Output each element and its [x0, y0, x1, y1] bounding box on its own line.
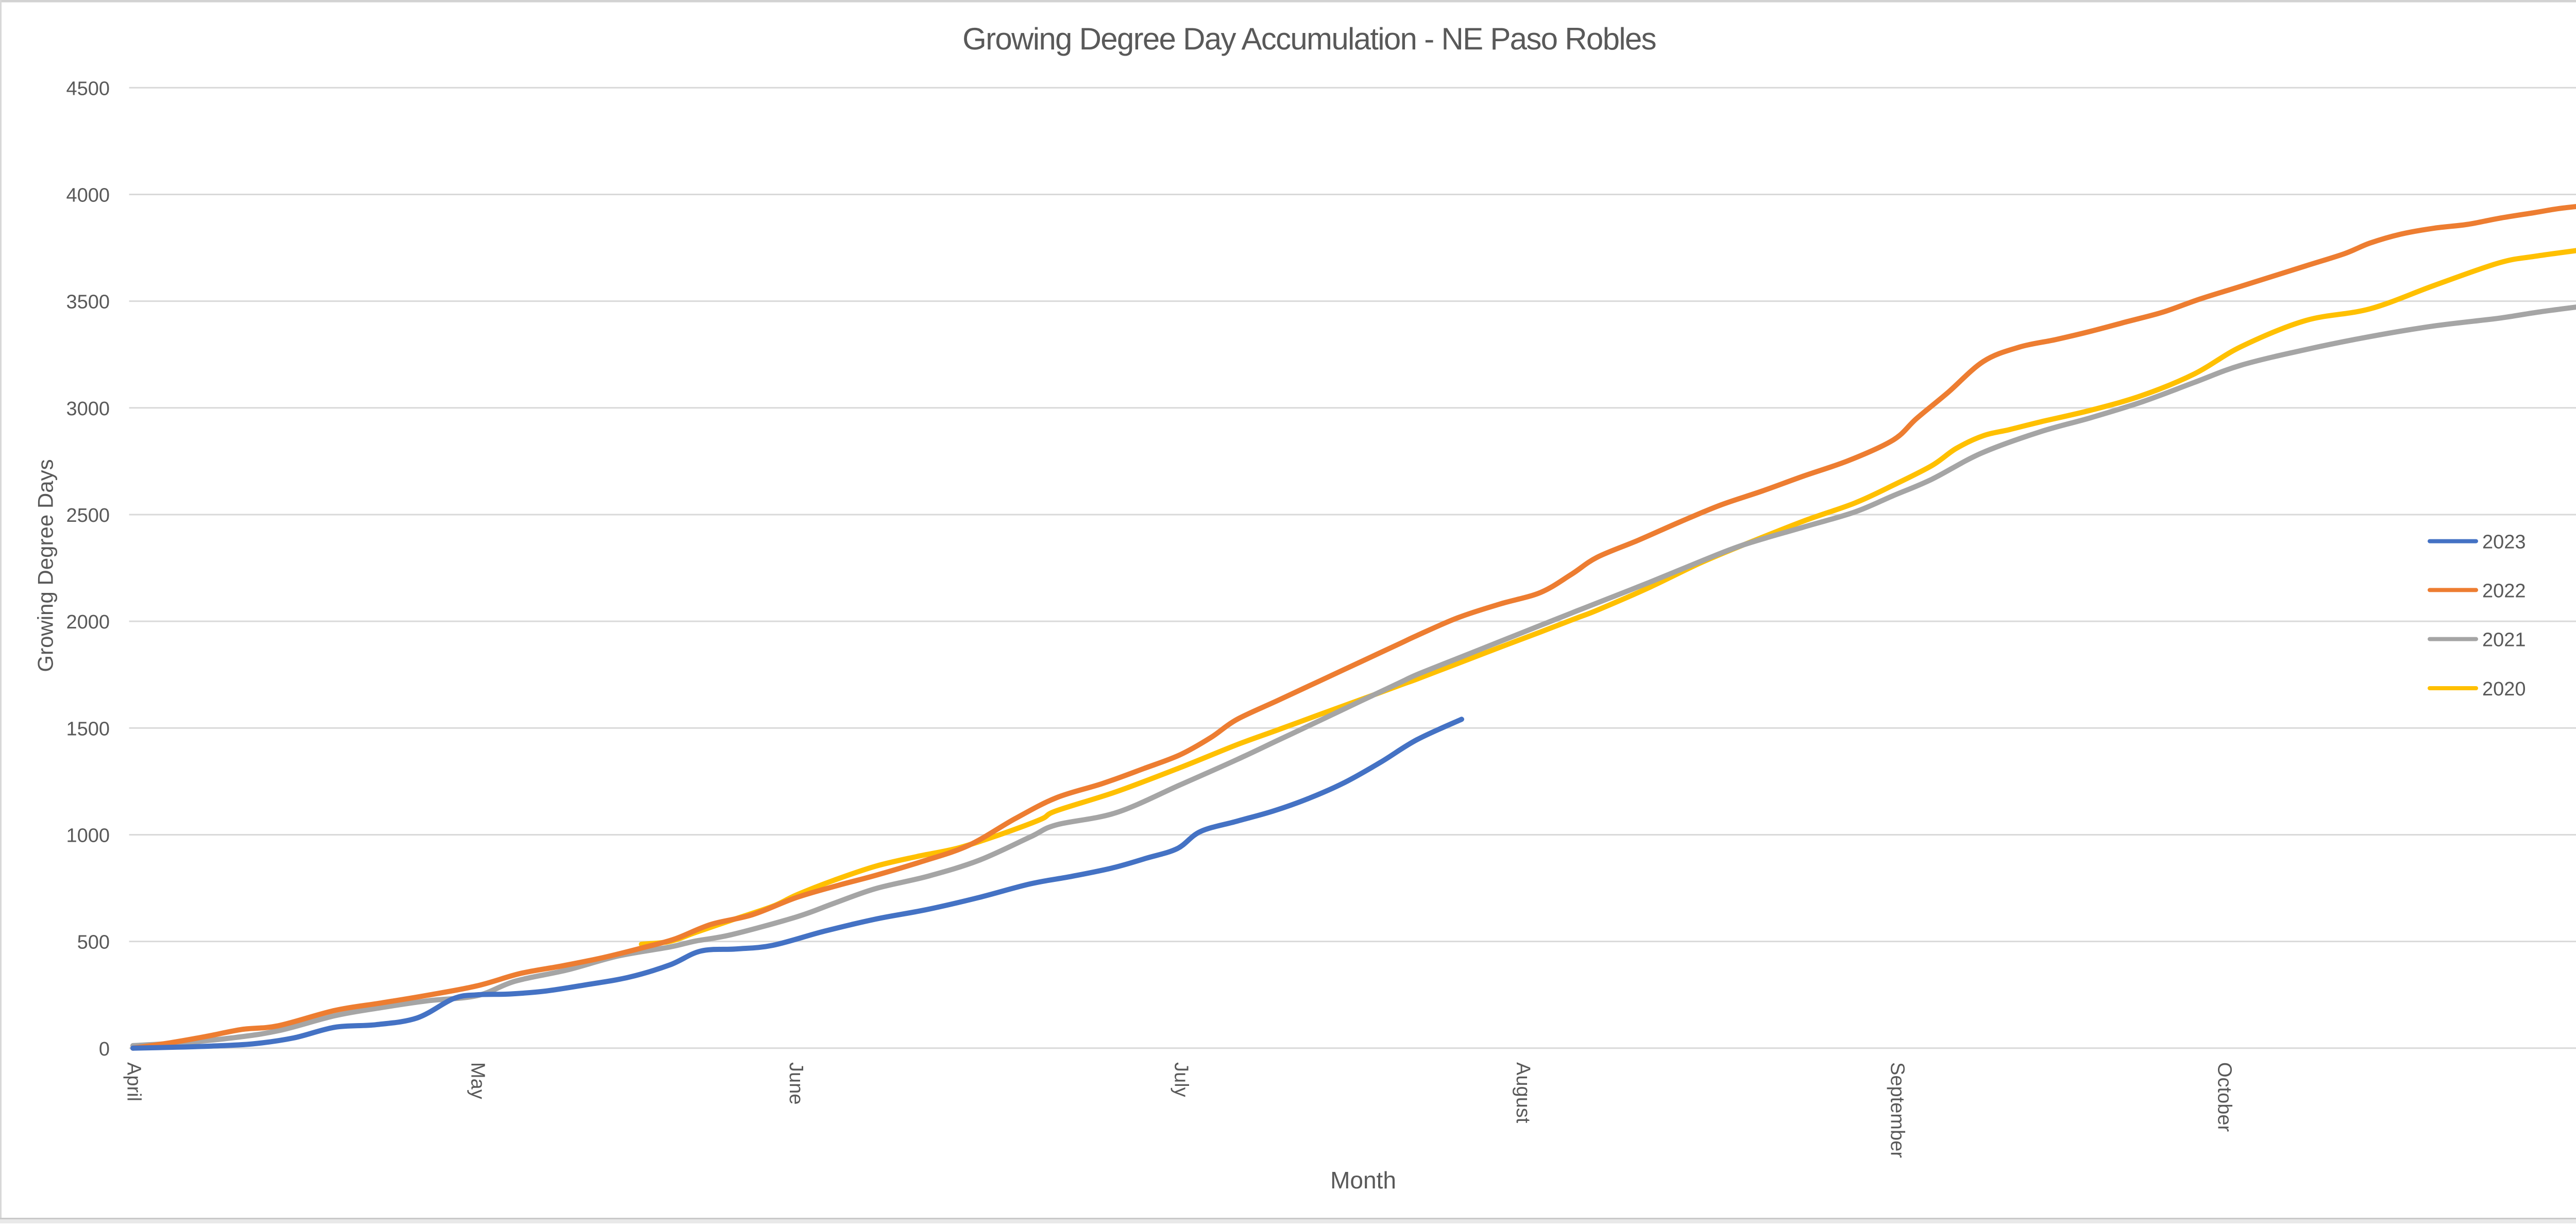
svg-text:August: August — [1512, 1062, 1534, 1123]
svg-text:2021: 2021 — [2482, 629, 2526, 651]
svg-text:1500: 1500 — [66, 718, 110, 740]
svg-text:May: May — [467, 1062, 488, 1099]
svg-text:April: April — [123, 1062, 145, 1101]
svg-text:4000: 4000 — [66, 185, 110, 207]
svg-text:3500: 3500 — [66, 292, 110, 313]
svg-text:2020: 2020 — [2482, 678, 2526, 700]
svg-text:4500: 4500 — [66, 78, 110, 99]
svg-text:0: 0 — [99, 1038, 110, 1060]
svg-text:October: October — [2213, 1062, 2235, 1132]
svg-text:Month: Month — [1330, 1167, 1396, 1194]
svg-text:2022: 2022 — [2482, 580, 2526, 602]
svg-text:2500: 2500 — [66, 505, 110, 526]
svg-text:2000: 2000 — [66, 611, 110, 633]
svg-text:Growing Degree Days: Growing Degree Days — [33, 459, 58, 672]
svg-text:500: 500 — [77, 932, 110, 953]
svg-text:2023: 2023 — [2482, 532, 2526, 553]
svg-text:1000: 1000 — [66, 825, 110, 847]
svg-text:July: July — [1170, 1062, 1192, 1097]
svg-text:Growing Degree Day Accumulatio: Growing Degree Day Accumulation - NE Pas… — [962, 22, 1656, 56]
svg-text:June: June — [785, 1062, 807, 1104]
svg-text:September: September — [1886, 1062, 1908, 1158]
svg-text:3000: 3000 — [66, 398, 110, 420]
